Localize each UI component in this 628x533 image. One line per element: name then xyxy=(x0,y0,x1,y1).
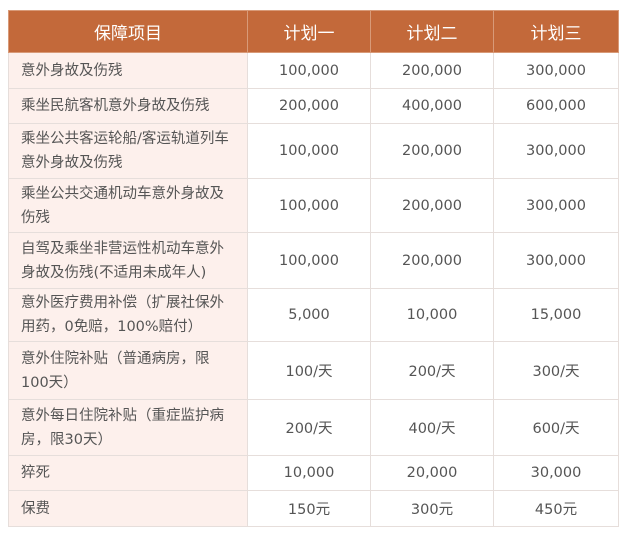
plan-3-value: 450元 xyxy=(493,490,619,527)
plan-3-value: 300,000 xyxy=(493,123,619,179)
table-row: 保费 150元 300元 450元 xyxy=(8,490,619,527)
plan-3-value: 15,000 xyxy=(493,288,619,342)
header-plan-3: 计划三 xyxy=(493,10,619,53)
header-item: 保障项目 xyxy=(8,10,248,53)
plan-1-value: 10,000 xyxy=(247,455,371,491)
table-row: 自驾及乘坐非营运性机动车意外身故及伤残(不适用未成年人) 100,000 200,0… xyxy=(8,232,619,289)
plan-3-value: 300,000 xyxy=(493,232,619,289)
header-row: 保障项目 计划一 计划二 计划三 xyxy=(8,10,619,53)
coverage-item: 乘坐公共客运轮船/客运轨道列车意外身故及伤残 xyxy=(8,123,248,179)
header-plan-1: 计划一 xyxy=(247,10,371,53)
table-row: 乘坐公共客运轮船/客运轨道列车意外身故及伤残 100,000 200,000 300,… xyxy=(8,123,619,179)
plan-3-value: 300,000 xyxy=(493,52,619,89)
plan-3-value: 300,000 xyxy=(493,178,619,233)
plan-1-value: 150元 xyxy=(247,490,371,527)
plan-2-value: 400,000 xyxy=(370,88,494,124)
plan-3-value: 300/天 xyxy=(493,341,619,400)
coverage-item: 意外每日住院补贴（重症监护病房，限30天） xyxy=(8,399,248,456)
plan-3-value: 600/天 xyxy=(493,399,619,456)
plan-2-value: 200,000 xyxy=(370,123,494,179)
plan-1-value: 100,000 xyxy=(247,52,371,89)
plan-1-value: 100/天 xyxy=(247,341,371,400)
plan-1-value: 100,000 xyxy=(247,123,371,179)
plan-1-value: 5,000 xyxy=(247,288,371,342)
plan-3-value: 600,000 xyxy=(493,88,619,124)
plan-2-value: 200,000 xyxy=(370,232,494,289)
coverage-item: 猝死 xyxy=(8,455,248,491)
plan-2-value: 200/天 xyxy=(370,341,494,400)
table-row: 意外住院补贴（普通病房，限100天） 100/天 200/天 300/天 xyxy=(8,341,619,400)
table-row: 猝死 10,000 20,000 30,000 xyxy=(8,455,619,491)
table-row: 乘坐公共交通机动车意外身故及伤残 100,000 200,000 300,000 xyxy=(8,178,619,233)
plan-2-value: 10,000 xyxy=(370,288,494,342)
coverage-item: 意外住院补贴（普通病房，限100天） xyxy=(8,341,248,400)
table-row: 乘坐民航客机意外身故及伤残 200,000 400,000 600,000 xyxy=(8,88,619,124)
plan-1-value: 200/天 xyxy=(247,399,371,456)
plan-3-value: 30,000 xyxy=(493,455,619,491)
coverage-table: 保障项目 计划一 计划二 计划三 意外身故及伤残 100,000 200,000 30… xyxy=(8,10,619,527)
plan-2-value: 300元 xyxy=(370,490,494,527)
coverage-item: 自驾及乘坐非营运性机动车意外身故及伤残(不适用未成年人) xyxy=(8,232,248,289)
table-row: 意外医疗费用补偿（扩展社保外用药，0免赔，100%赔付） 5,000 10,000 1… xyxy=(8,288,619,342)
coverage-item: 意外医疗费用补偿（扩展社保外用药，0免赔，100%赔付） xyxy=(8,288,248,342)
coverage-item: 乘坐民航客机意外身故及伤残 xyxy=(8,88,248,124)
coverage-item: 意外身故及伤残 xyxy=(8,52,248,89)
plan-1-value: 100,000 xyxy=(247,178,371,233)
plan-1-value: 100,000 xyxy=(247,232,371,289)
coverage-item: 保费 xyxy=(8,490,248,527)
plan-2-value: 200,000 xyxy=(370,52,494,89)
table-row: 意外身故及伤残 100,000 200,000 300,000 xyxy=(8,52,619,89)
plan-1-value: 200,000 xyxy=(247,88,371,124)
coverage-item: 乘坐公共交通机动车意外身故及伤残 xyxy=(8,178,248,233)
plan-2-value: 200,000 xyxy=(370,178,494,233)
table-row: 意外每日住院补贴（重症监护病房，限30天） 200/天 400/天 600/天 xyxy=(8,399,619,456)
plan-2-value: 400/天 xyxy=(370,399,494,456)
plan-2-value: 20,000 xyxy=(370,455,494,491)
header-plan-2: 计划二 xyxy=(370,10,494,53)
